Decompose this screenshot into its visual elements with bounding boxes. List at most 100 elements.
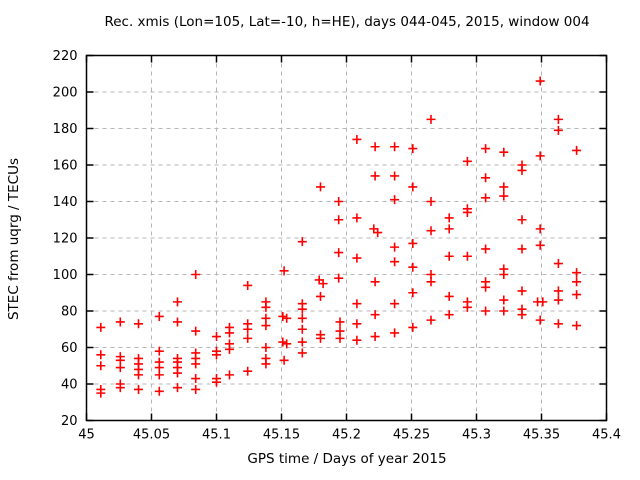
data-point-marker <box>373 228 383 238</box>
data-point-marker <box>481 144 491 154</box>
data-point-marker <box>297 304 307 314</box>
data-point-marker <box>370 171 380 181</box>
data-point-marker <box>462 251 472 261</box>
data-point-marker <box>225 370 234 380</box>
data-point-marker <box>352 134 362 144</box>
data-point-marker <box>334 215 344 225</box>
data-point-marker <box>134 384 143 394</box>
data-point-marker <box>572 321 582 331</box>
data-point-marker <box>538 297 548 307</box>
data-point-marker <box>535 315 545 325</box>
y-tick-label: 40 <box>61 378 78 393</box>
data-point-marker <box>243 333 253 343</box>
data-point-marker <box>444 213 454 223</box>
data-point-marker <box>282 339 292 349</box>
data-point-marker <box>572 145 582 155</box>
y-tick-label: 220 <box>53 49 78 64</box>
y-tick-label: 180 <box>53 122 78 137</box>
data-point-marker <box>390 299 400 309</box>
data-point-marker <box>243 280 253 290</box>
data-point-marker <box>352 253 362 263</box>
data-point-marker <box>499 295 509 305</box>
data-point-marker <box>212 350 221 360</box>
data-point-marker <box>390 242 400 252</box>
data-point-marker <box>191 270 201 279</box>
x-tick-label: 45.15 <box>263 428 300 443</box>
data-point-marker <box>212 332 221 342</box>
data-point-marker <box>462 207 472 217</box>
data-point-marker <box>134 319 143 329</box>
data-point-marker <box>261 359 271 369</box>
x-tick-label: 45.05 <box>133 428 170 443</box>
data-point-marker <box>191 384 201 394</box>
data-point-marker <box>390 328 400 338</box>
data-point-marker <box>535 240 545 250</box>
data-point-marker <box>316 333 325 343</box>
data-point-marker <box>278 337 288 347</box>
data-point-marker <box>334 273 344 283</box>
data-point-marker <box>408 262 418 272</box>
data-point-marker <box>297 324 307 334</box>
data-point-marker <box>408 238 418 248</box>
data-point-marker <box>297 337 307 347</box>
data-point-marker <box>535 224 545 234</box>
data-point-marker <box>370 332 380 342</box>
data-point-marker <box>261 343 271 352</box>
y-tick-label: 20 <box>61 414 78 429</box>
data-point-marker <box>499 182 509 192</box>
data-point-marker <box>517 244 527 254</box>
data-point-marker <box>499 306 509 316</box>
data-point-marker <box>517 310 527 320</box>
data-point-marker <box>352 299 362 309</box>
data-point-marker <box>553 125 563 135</box>
data-point-marker <box>225 328 234 338</box>
data-point-marker <box>426 114 436 124</box>
data-point-marker <box>572 290 582 300</box>
data-point-marker <box>535 76 545 86</box>
data-point-marker <box>154 370 164 380</box>
x-tick-label: 45.4 <box>592 428 621 443</box>
data-point-marker <box>444 310 454 320</box>
data-point-marker <box>334 248 344 258</box>
data-point-marker <box>96 361 106 371</box>
data-point-marker <box>426 277 436 287</box>
y-tick-label: 100 <box>53 268 78 283</box>
data-point-marker <box>462 156 472 166</box>
data-point-marker <box>481 306 491 316</box>
data-point-marker <box>553 319 563 329</box>
data-point-marker <box>297 348 307 358</box>
data-point-marker <box>352 319 362 329</box>
data-point-marker <box>481 244 491 254</box>
data-point-marker <box>297 237 307 247</box>
y-tick-label: 200 <box>53 86 78 101</box>
data-point-marker <box>390 257 400 267</box>
data-point-marker <box>370 142 380 152</box>
y-tick-label: 80 <box>61 305 78 320</box>
data-point-marker <box>517 286 527 296</box>
data-point-marker <box>553 259 563 269</box>
data-point-marker <box>444 291 454 301</box>
data-point-marker <box>212 377 221 387</box>
data-point-marker <box>334 197 344 206</box>
data-point-marker <box>426 226 436 236</box>
x-tick-label: 45.1 <box>202 428 231 443</box>
data-point-marker <box>191 359 201 369</box>
x-axis-label: GPS time / Days of year 2015 <box>247 451 447 467</box>
data-point-marker <box>553 286 563 296</box>
data-point-marker <box>335 333 345 343</box>
data-point-marker <box>243 366 253 376</box>
x-tick-label: 45.2 <box>332 428 361 443</box>
data-point-marker <box>462 302 472 312</box>
data-point-marker <box>297 313 307 323</box>
x-tick-label: 45.35 <box>523 428 560 443</box>
data-point-marker <box>572 268 582 278</box>
data-point-marker <box>96 350 106 360</box>
data-point-marker <box>535 151 545 161</box>
x-tick-label: 45.3 <box>462 428 491 443</box>
data-point-marker <box>134 370 143 380</box>
data-point-marker <box>173 317 182 327</box>
data-point-marker <box>370 310 380 320</box>
data-point-marker <box>191 326 201 336</box>
data-point-marker <box>517 215 527 225</box>
